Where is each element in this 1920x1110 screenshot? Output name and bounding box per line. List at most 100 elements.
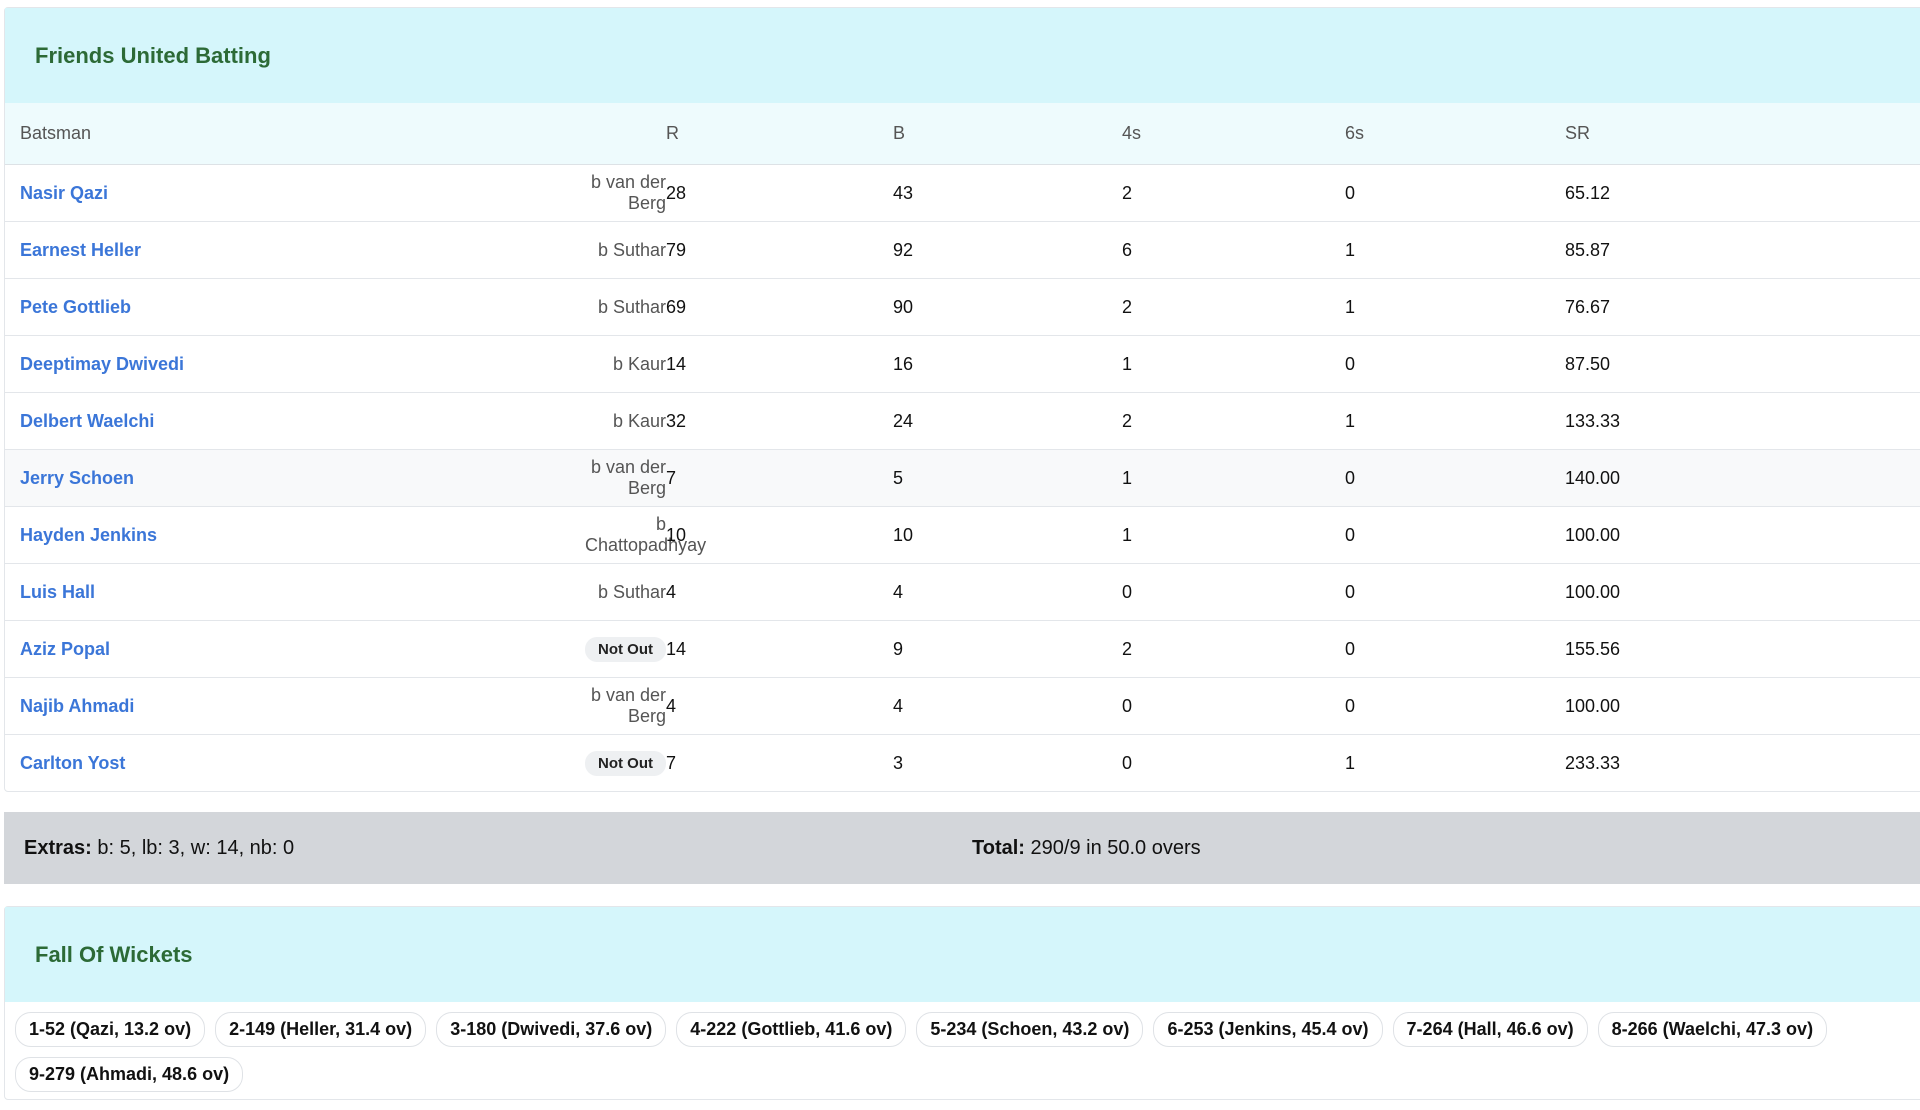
dismissal: b van der Berg: [590, 685, 666, 726]
stat-sixes: 1: [1345, 296, 1356, 317]
batsman-name[interactable]: Jerry Schoen: [20, 467, 135, 488]
stat-r: 7: [666, 467, 677, 488]
batsman-name[interactable]: Aziz Popal: [20, 638, 111, 659]
batsman-name[interactable]: Pete Gottlieb: [20, 296, 132, 317]
stat-sr: 233.33: [1565, 752, 1621, 773]
stat-cell: 0: [1122, 735, 1345, 792]
stat-sr: 87.50: [1565, 353, 1611, 374]
stat-cell: 0: [1122, 563, 1345, 621]
stat-b: 43: [893, 182, 914, 203]
batting-table: Batsman R B 4s 6s SR Nasir Qazi b van der…: [5, 103, 1920, 791]
stat-b: 24: [893, 410, 914, 431]
stat-cell: 1: [1345, 221, 1565, 279]
dismissal-cell: b Chattopadhyay: [585, 506, 706, 564]
name-cell: Nasir Qazi: [5, 164, 585, 222]
batsman-name[interactable]: Carlton Yost: [20, 752, 126, 773]
stat-sr: 76.67: [1565, 296, 1611, 317]
stat-cell: 24: [893, 392, 1122, 450]
stat-fours: 1: [1122, 467, 1133, 488]
stat-cell: 32: [666, 392, 893, 450]
fow-chip: 2-149 (Heller, 31.4 ov): [215, 1012, 427, 1047]
stat-cell: 69: [666, 278, 893, 336]
stat-cell: 233.33: [1565, 735, 1920, 792]
fow-list: 1-52 (Qazi, 13.2 ov) 2-149 (Heller, 31.4 …: [5, 1002, 1920, 1102]
stat-sixes: 0: [1345, 467, 1356, 488]
stat-fours: 0: [1122, 695, 1133, 716]
batsman-name[interactable]: Deeptimay Dwivedi: [20, 353, 185, 374]
stat-r: 4: [666, 581, 677, 602]
dismissal: b van der Berg: [590, 172, 666, 213]
stat-cell: 2: [1122, 278, 1345, 336]
fow-card: Fall Of Wickets 1-52 (Qazi, 13.2 ov) 2-14…: [4, 906, 1920, 1100]
stat-cell: 100.00: [1565, 677, 1920, 735]
name-cell: Deeptimay Dwivedi: [5, 335, 585, 393]
not-out-badge: Not Out: [585, 750, 666, 776]
stat-cell: 0: [1345, 563, 1565, 621]
batsman-row: Hayden Jenkins b Chattopadhyay 10 10 1 0 100.0…: [5, 506, 1920, 564]
dismissal-cell: b Kaur: [585, 392, 666, 450]
stat-fours: 1: [1122, 353, 1133, 374]
batsman-name[interactable]: Delbert Waelchi: [20, 410, 155, 431]
fow-chip: 8-266 (Waelchi, 47.3 ov): [1597, 1012, 1828, 1047]
dismissal: b Kaur: [612, 410, 666, 431]
fow-chip: 3-180 (Dwivedi, 37.6 ov): [436, 1012, 667, 1047]
stat-sixes: 1: [1345, 410, 1356, 431]
batsman-name[interactable]: Najib Ahmadi: [20, 695, 135, 716]
batsman-name[interactable]: Luis Hall: [20, 581, 96, 602]
stat-cell: 4: [893, 563, 1122, 621]
extras-label: Extras:: [24, 836, 92, 859]
stat-cell: 1: [1122, 335, 1345, 393]
stat-cell: 65.12: [1565, 164, 1920, 222]
fow-title: Fall Of Wickets: [5, 907, 1920, 1002]
batsman-row: Deeptimay Dwivedi b Kaur 14 16 1 0 87.50: [5, 335, 1920, 393]
dismissal-cell: b van der Berg: [585, 164, 666, 222]
stat-fours: 6: [1122, 239, 1133, 260]
dismissal-cell: b Kaur: [585, 335, 666, 393]
stat-sr: 100.00: [1565, 695, 1621, 716]
stat-fours: 2: [1122, 296, 1133, 317]
stat-b: 4: [893, 581, 904, 602]
stat-cell: 76.67: [1565, 278, 1920, 336]
stat-cell: 7: [666, 735, 893, 792]
stat-sixes: 0: [1345, 182, 1356, 203]
fow-chip: 4-222 (Gottlieb, 41.6 ov): [676, 1012, 907, 1047]
stat-fours: 0: [1122, 752, 1133, 773]
stat-cell: 100.00: [1565, 563, 1920, 621]
stat-r: 7: [666, 752, 677, 773]
stat-cell: 0: [1345, 335, 1565, 393]
stat-cell: 7: [666, 449, 893, 507]
stat-cell: 14: [666, 335, 893, 393]
stat-fours: 2: [1122, 638, 1133, 659]
total-value: 290/9 in 50.0 overs: [1030, 836, 1201, 859]
stat-sixes: 0: [1345, 638, 1356, 659]
name-cell: Delbert Waelchi: [5, 392, 585, 450]
stat-cell: 133.33: [1565, 392, 1920, 450]
stat-b: 4: [893, 695, 904, 716]
stat-b: 9: [893, 638, 904, 659]
stat-sr: 133.33: [1565, 410, 1621, 431]
stat-cell: 2: [1122, 620, 1345, 678]
batting-title: Friends United Batting: [5, 8, 1920, 103]
batsman-row: Luis Hall b Suthar 4 4 0 0 100.00: [5, 563, 1920, 621]
stat-b: 16: [893, 353, 914, 374]
batsman-row: Nasir Qazi b van der Berg 28 43 2 0 65.12: [5, 164, 1920, 222]
batsman-name[interactable]: Nasir Qazi: [20, 182, 109, 203]
stat-cell: 9: [893, 620, 1122, 678]
stat-cell: 6: [1122, 221, 1345, 279]
stat-cell: 100.00: [1565, 506, 1920, 564]
name-cell: Pete Gottlieb: [5, 278, 585, 336]
total-label: Total:: [972, 836, 1025, 859]
batsman-name[interactable]: Earnest Heller: [20, 239, 142, 260]
stat-cell: 85.87: [1565, 221, 1920, 279]
header-row: Batsman R B 4s 6s SR: [5, 103, 1920, 165]
batsman-name[interactable]: Hayden Jenkins: [20, 524, 158, 545]
stat-cell: 16: [893, 335, 1122, 393]
batting-card: Friends United Batting Batsman R B 4s 6s…: [4, 7, 1920, 792]
stat-r: 14: [666, 353, 687, 374]
stat-fours: 2: [1122, 410, 1133, 431]
stat-sr: 65.12: [1565, 182, 1611, 203]
stat-cell: 0: [1122, 677, 1345, 735]
stat-cell: 14: [666, 620, 893, 678]
stat-cell: 79: [666, 221, 893, 279]
